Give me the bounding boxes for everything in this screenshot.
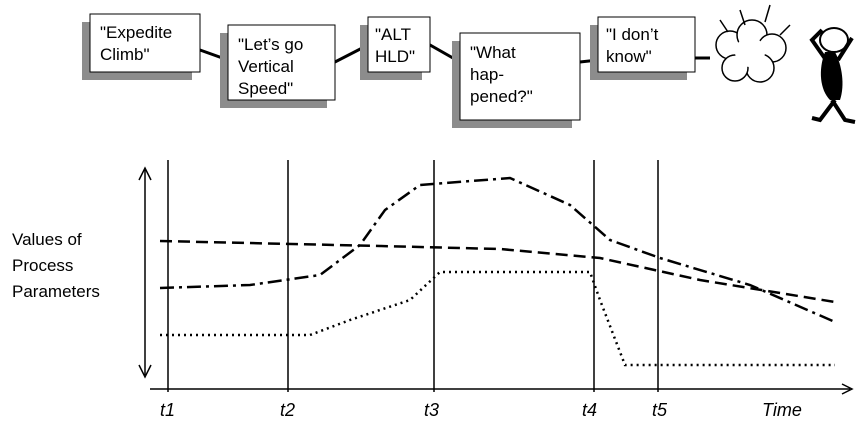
box-text: "Expedite (100, 23, 172, 42)
y-axis-label: Values of (12, 230, 82, 249)
box-text: "I don’t (606, 25, 659, 44)
event-boxes: "Expedite Climb" "Let’s go Vertical Spee… (82, 14, 695, 128)
box-text: pened?" (470, 87, 533, 106)
box-text: Speed" (238, 79, 293, 98)
time-label: t3 (424, 400, 439, 420)
y-axis-label: Process (12, 256, 73, 275)
diagram: "Expedite Climb" "Let’s go Vertical Spee… (0, 0, 861, 428)
box-text: Climb" (100, 45, 149, 64)
box-text: "ALT (375, 25, 411, 44)
x-axis-label: Time (762, 400, 802, 420)
box-text: know" (606, 47, 652, 66)
parameter-curves (160, 178, 835, 365)
box-text: Vertical (238, 57, 294, 76)
confused-figure (812, 28, 855, 122)
time-label: t2 (280, 400, 295, 420)
box-text: hap- (470, 65, 504, 84)
y-axis-label: Parameters (12, 282, 100, 301)
box-text: "What (470, 43, 516, 62)
explosion-cloud (716, 5, 790, 82)
box-text: HLD" (375, 47, 415, 66)
time-label: t1 (160, 400, 175, 420)
box-text: "Let’s go (238, 35, 303, 54)
time-label: t4 (582, 400, 597, 420)
chart-axes (139, 160, 852, 394)
time-label: t5 (652, 400, 668, 420)
